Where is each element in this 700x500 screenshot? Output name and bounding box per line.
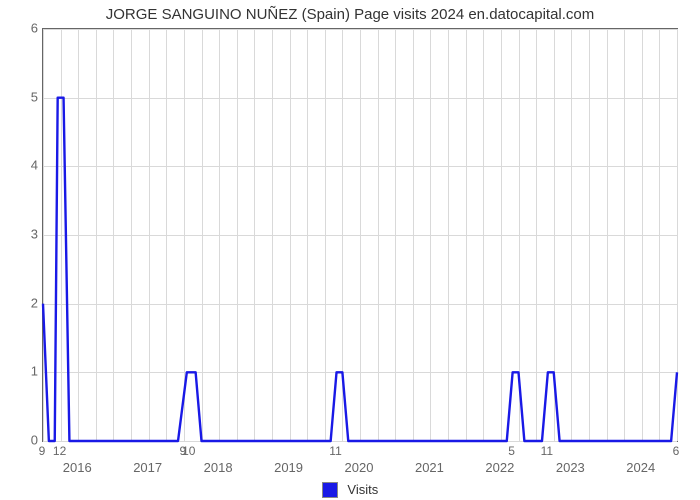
x-tick-major: 2019 <box>274 460 303 475</box>
x-tick-major: 2017 <box>133 460 162 475</box>
chart-container: JORGE SANGUINO NUÑEZ (Spain) Page visits… <box>0 0 700 500</box>
x-tick-minor: 11 <box>541 444 553 458</box>
line-series <box>43 29 677 441</box>
y-tick-label: 0 <box>8 433 38 448</box>
x-tick-minor: 6 <box>673 444 680 458</box>
y-tick-label: 3 <box>8 227 38 242</box>
chart-title: JORGE SANGUINO NUÑEZ (Spain) Page visits… <box>0 6 700 23</box>
y-tick-label: 6 <box>8 21 38 36</box>
legend: Visits <box>0 481 700 498</box>
x-tick-minor: 11 <box>329 444 341 458</box>
x-tick-major: 2021 <box>415 460 444 475</box>
y-tick-label: 2 <box>8 295 38 310</box>
x-tick-major: 2022 <box>485 460 514 475</box>
plot-area <box>42 28 678 442</box>
y-tick-label: 5 <box>8 89 38 104</box>
y-tick-label: 1 <box>8 364 38 379</box>
x-tick-major: 2023 <box>556 460 585 475</box>
x-tick-minor: 10 <box>182 444 195 458</box>
legend-swatch <box>322 482 338 498</box>
x-tick-minor: 12 <box>53 444 66 458</box>
x-tick-major: 2018 <box>204 460 233 475</box>
y-tick-label: 4 <box>8 158 38 173</box>
x-tick-major: 2016 <box>63 460 92 475</box>
x-tick-major: 2020 <box>345 460 374 475</box>
x-tick-major: 2024 <box>626 460 655 475</box>
x-tick-minor: 9 <box>39 444 46 458</box>
legend-label: Visits <box>347 483 378 498</box>
x-tick-minor: 5 <box>508 444 515 458</box>
